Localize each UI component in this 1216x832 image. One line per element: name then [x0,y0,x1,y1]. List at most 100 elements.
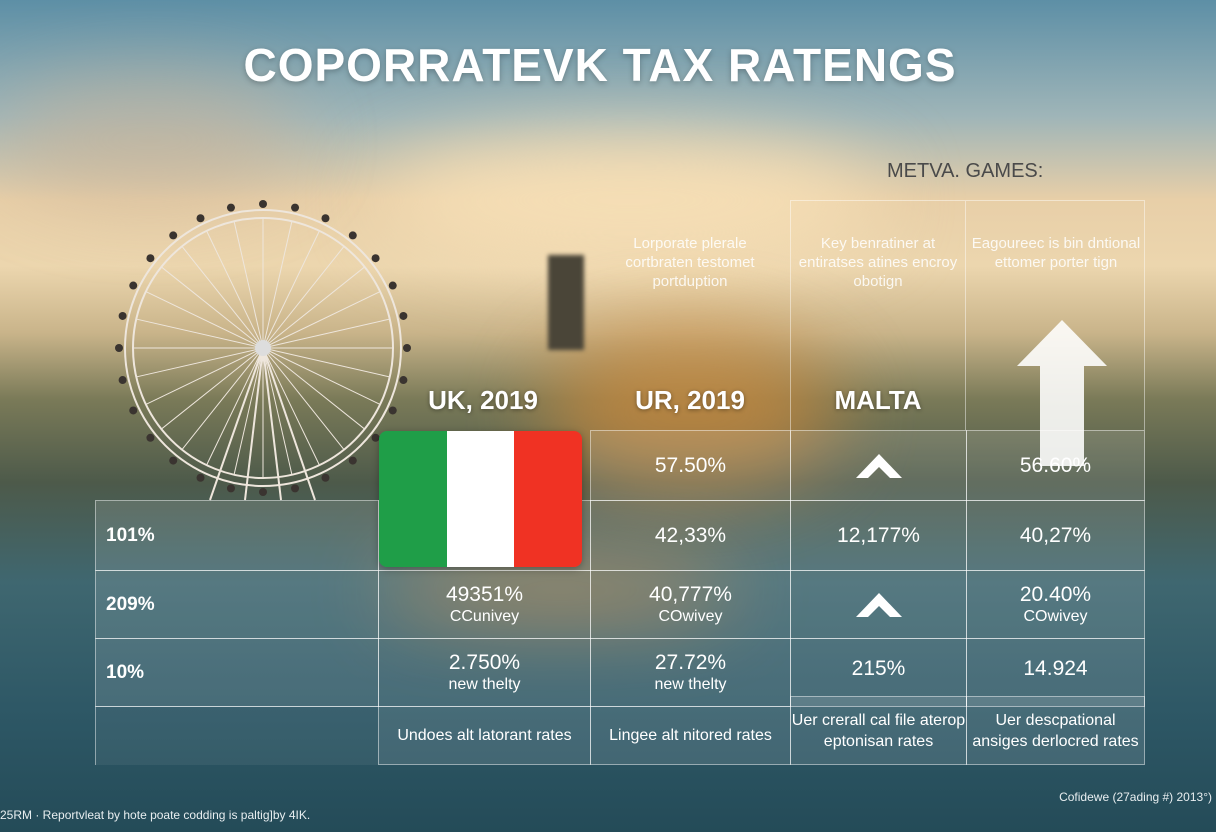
italy-flag [379,431,582,567]
wheel-gondola [259,488,267,496]
wheel-gondola [321,214,330,223]
wheel-gondola [226,203,235,212]
wheel-spoke [262,266,365,349]
cell-value: 2.750% [448,650,521,674]
wheel-gondola [371,254,380,263]
flag-stripe-green [379,431,447,567]
wheel-spoke [262,347,320,466]
wheel-gondola [388,281,397,290]
wheel-spoke [262,318,390,349]
shore-glow [380,560,740,620]
row-label: 101% [95,500,379,571]
column-box [790,200,966,430]
wheel-spoke [145,347,264,405]
table-cell [790,570,967,639]
table-cell: 56.60% [966,430,1145,501]
arrow-up-icon [1017,320,1107,466]
wheel-spoke [136,347,264,378]
table-cell: 12,177% [790,500,967,571]
table-cell: 42,33% [590,500,791,571]
wheel-gondola [348,456,357,465]
wheel-gondola [118,376,127,385]
table-cell: 14.924 [966,638,1145,707]
cell-note: new thelty [654,675,727,693]
cell-note: new thelty [448,675,521,693]
wheel-spoke [181,347,264,450]
wheel-spoke [206,230,264,349]
cell-note: COwivey [658,607,723,625]
wheel-gondola [259,200,267,208]
row-label: 10% [95,638,379,707]
table-cell: 40,27% [966,500,1145,571]
wheel-gondola [403,344,411,352]
wheel-spoke [233,347,264,475]
wheel-gondola [291,484,300,493]
wheel-spoke [262,291,381,349]
wheel-spoke [262,347,293,475]
table-cell: 27.72% new thelty [590,638,791,707]
cell-note: CCunivey [449,607,520,625]
wheel-spoke [262,347,381,405]
wheel-spoke [206,347,264,466]
cell-value: 27.72% [654,650,727,674]
wheel-spoke [262,246,345,349]
cloud [0,80,300,200]
description: Lorporate plerale cortbraten testomet po… [625,235,755,290]
cell-note: COwivey [1023,607,1088,625]
wheel-gondola [129,406,138,415]
column-header: MALTA [834,385,922,415]
wheel-spoke [262,347,345,450]
wheel-spoke [181,246,264,349]
subtitle: METVA. GAMES: [887,160,1044,182]
wheel-gondola [169,231,178,240]
wheel-gondola [371,433,380,442]
table-cell: 20.40% COwivey [966,570,1145,639]
table-cell: Undoes alt latorant rates [378,706,591,765]
wheel-gondola [146,433,155,442]
ferris-wheel [115,200,411,501]
wheel-spoke [262,347,390,378]
sky-glow [380,140,880,260]
castle-tower [548,255,584,350]
page-title: COPORRATEVK TAX RATENGS [243,39,957,91]
column-header: UK, 2019 [428,385,538,415]
cell-value: 40,777% [649,582,732,606]
wheel-gondola [321,473,330,482]
wheel-gondola [348,231,357,240]
table-cell: Uer crerall cal file aterop eptonisan ra… [790,696,967,765]
table-cell: 57.50% [590,430,791,501]
wheel-spoke [161,347,264,430]
table-cell [790,430,967,501]
table-cell: 215% [790,638,967,707]
wheel-gondola [291,203,300,212]
description: Eagoureec is bin dntional ettomer porter… [971,235,1141,271]
footer-note: 25RM · Reportvleat by hote poate codding… [0,808,311,822]
wheel-spoke [145,291,264,349]
wheel-spoke [262,221,293,349]
wheel-spoke [233,221,264,349]
wheel-gondola [115,344,123,352]
table-cell: 2.750% new thelty [378,638,591,707]
table-cell: Uer descpational ansiges derlocred rates [966,696,1145,765]
wheel-gondola [196,214,205,223]
description: Key benratiner at entiratses atines encr… [798,235,958,290]
wheel-spoke [136,318,264,349]
flag-stripe-white [446,431,515,567]
wheel-gondola [226,484,235,493]
wheel-spoke [262,230,320,349]
cell-value: 49351% [445,582,524,606]
footer-credit: Cofidewe (27ading #) 2013°) [1059,790,1212,804]
wheel-spoke [161,266,264,349]
row-label: 209% [95,570,379,639]
table-cell: 40,777% COwivey [590,570,791,639]
wheel-gondola [196,473,205,482]
wheel-gondola [129,281,138,290]
wheel-gondola [399,376,408,385]
wheel-gondola [118,311,127,320]
wheel-gondola [146,254,155,263]
wheel-gondola [169,456,178,465]
chevron-up-icon [855,453,902,478]
column-header: UR, 2019 [635,385,745,415]
chevron-up-icon [855,592,902,617]
column-box [966,200,1145,430]
